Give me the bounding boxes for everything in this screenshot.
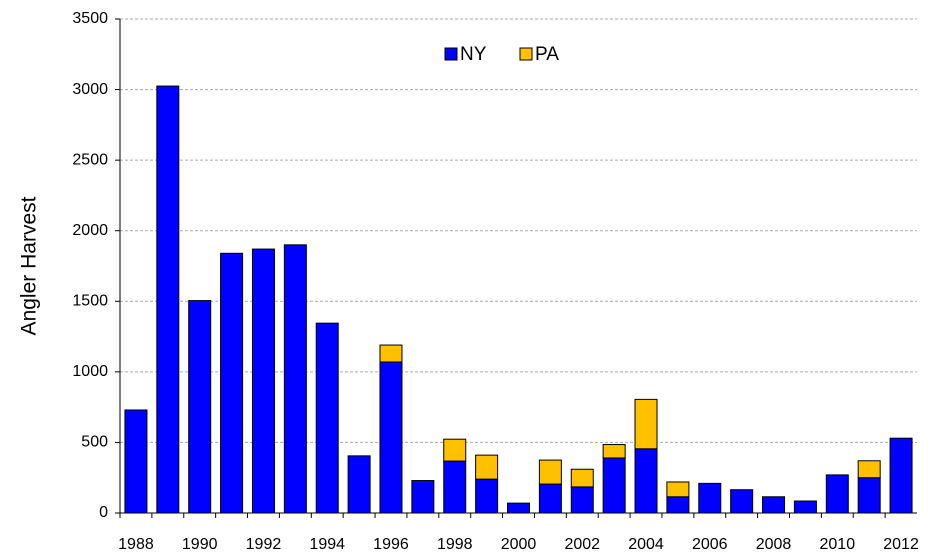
bar <box>156 85 180 514</box>
bar <box>220 252 244 514</box>
bar <box>602 444 626 459</box>
bar <box>315 322 339 514</box>
legend-swatch <box>444 47 458 61</box>
bar <box>475 478 499 514</box>
legend-label: NY <box>460 44 487 65</box>
y-tick-label: 2500 <box>72 151 108 168</box>
y-tick-label: 1000 <box>72 363 108 380</box>
bar <box>475 454 499 480</box>
bar <box>730 489 754 514</box>
bar <box>188 300 212 514</box>
bar <box>634 448 658 514</box>
x-tick-label: 1994 <box>309 536 345 553</box>
x-tick-label: 2002 <box>564 536 600 553</box>
bar <box>857 460 881 479</box>
bar <box>634 398 658 450</box>
bar <box>857 477 881 514</box>
x-tick-label: 2012 <box>883 536 919 553</box>
bar <box>666 481 690 498</box>
bar <box>602 457 626 514</box>
bar <box>698 482 722 514</box>
y-tick-label: 0 <box>99 504 108 521</box>
bar <box>411 480 435 514</box>
bar <box>570 486 594 514</box>
x-tick-label: 1992 <box>246 536 282 553</box>
bar <box>570 468 594 488</box>
x-tick-label: 1988 <box>118 536 154 553</box>
y-axis-label: Angler Harvest <box>18 196 41 335</box>
x-tick-label: 2010 <box>820 536 856 553</box>
bar <box>443 460 467 514</box>
x-tick-label: 2004 <box>628 536 664 553</box>
x-tick-label: 1996 <box>373 536 409 553</box>
y-tick-label: 3000 <box>72 81 108 98</box>
legend-swatch <box>519 47 533 61</box>
bar <box>283 244 307 514</box>
bar <box>124 409 148 514</box>
bar <box>507 502 530 514</box>
y-tick-label: 2000 <box>72 222 108 239</box>
bar <box>251 248 275 514</box>
x-tick-label: 1998 <box>437 536 473 553</box>
bar <box>762 496 786 514</box>
bar <box>347 455 371 514</box>
y-tick-label: 1500 <box>72 293 108 310</box>
x-tick-label: 1990 <box>182 536 218 553</box>
bar <box>443 438 467 462</box>
x-tick-label: 2000 <box>501 536 537 553</box>
bar <box>538 483 562 514</box>
bar <box>825 474 849 514</box>
bar <box>666 496 690 514</box>
x-tick-label: 2006 <box>692 536 728 553</box>
bar <box>379 344 403 363</box>
y-tick-label: 3500 <box>72 10 108 27</box>
bar <box>889 437 913 514</box>
bar <box>793 500 817 514</box>
legend-label: PA <box>535 44 559 65</box>
bar <box>379 361 403 514</box>
x-tick-label: 2008 <box>756 536 792 553</box>
bar <box>538 459 562 485</box>
y-tick-label: 500 <box>81 434 108 451</box>
